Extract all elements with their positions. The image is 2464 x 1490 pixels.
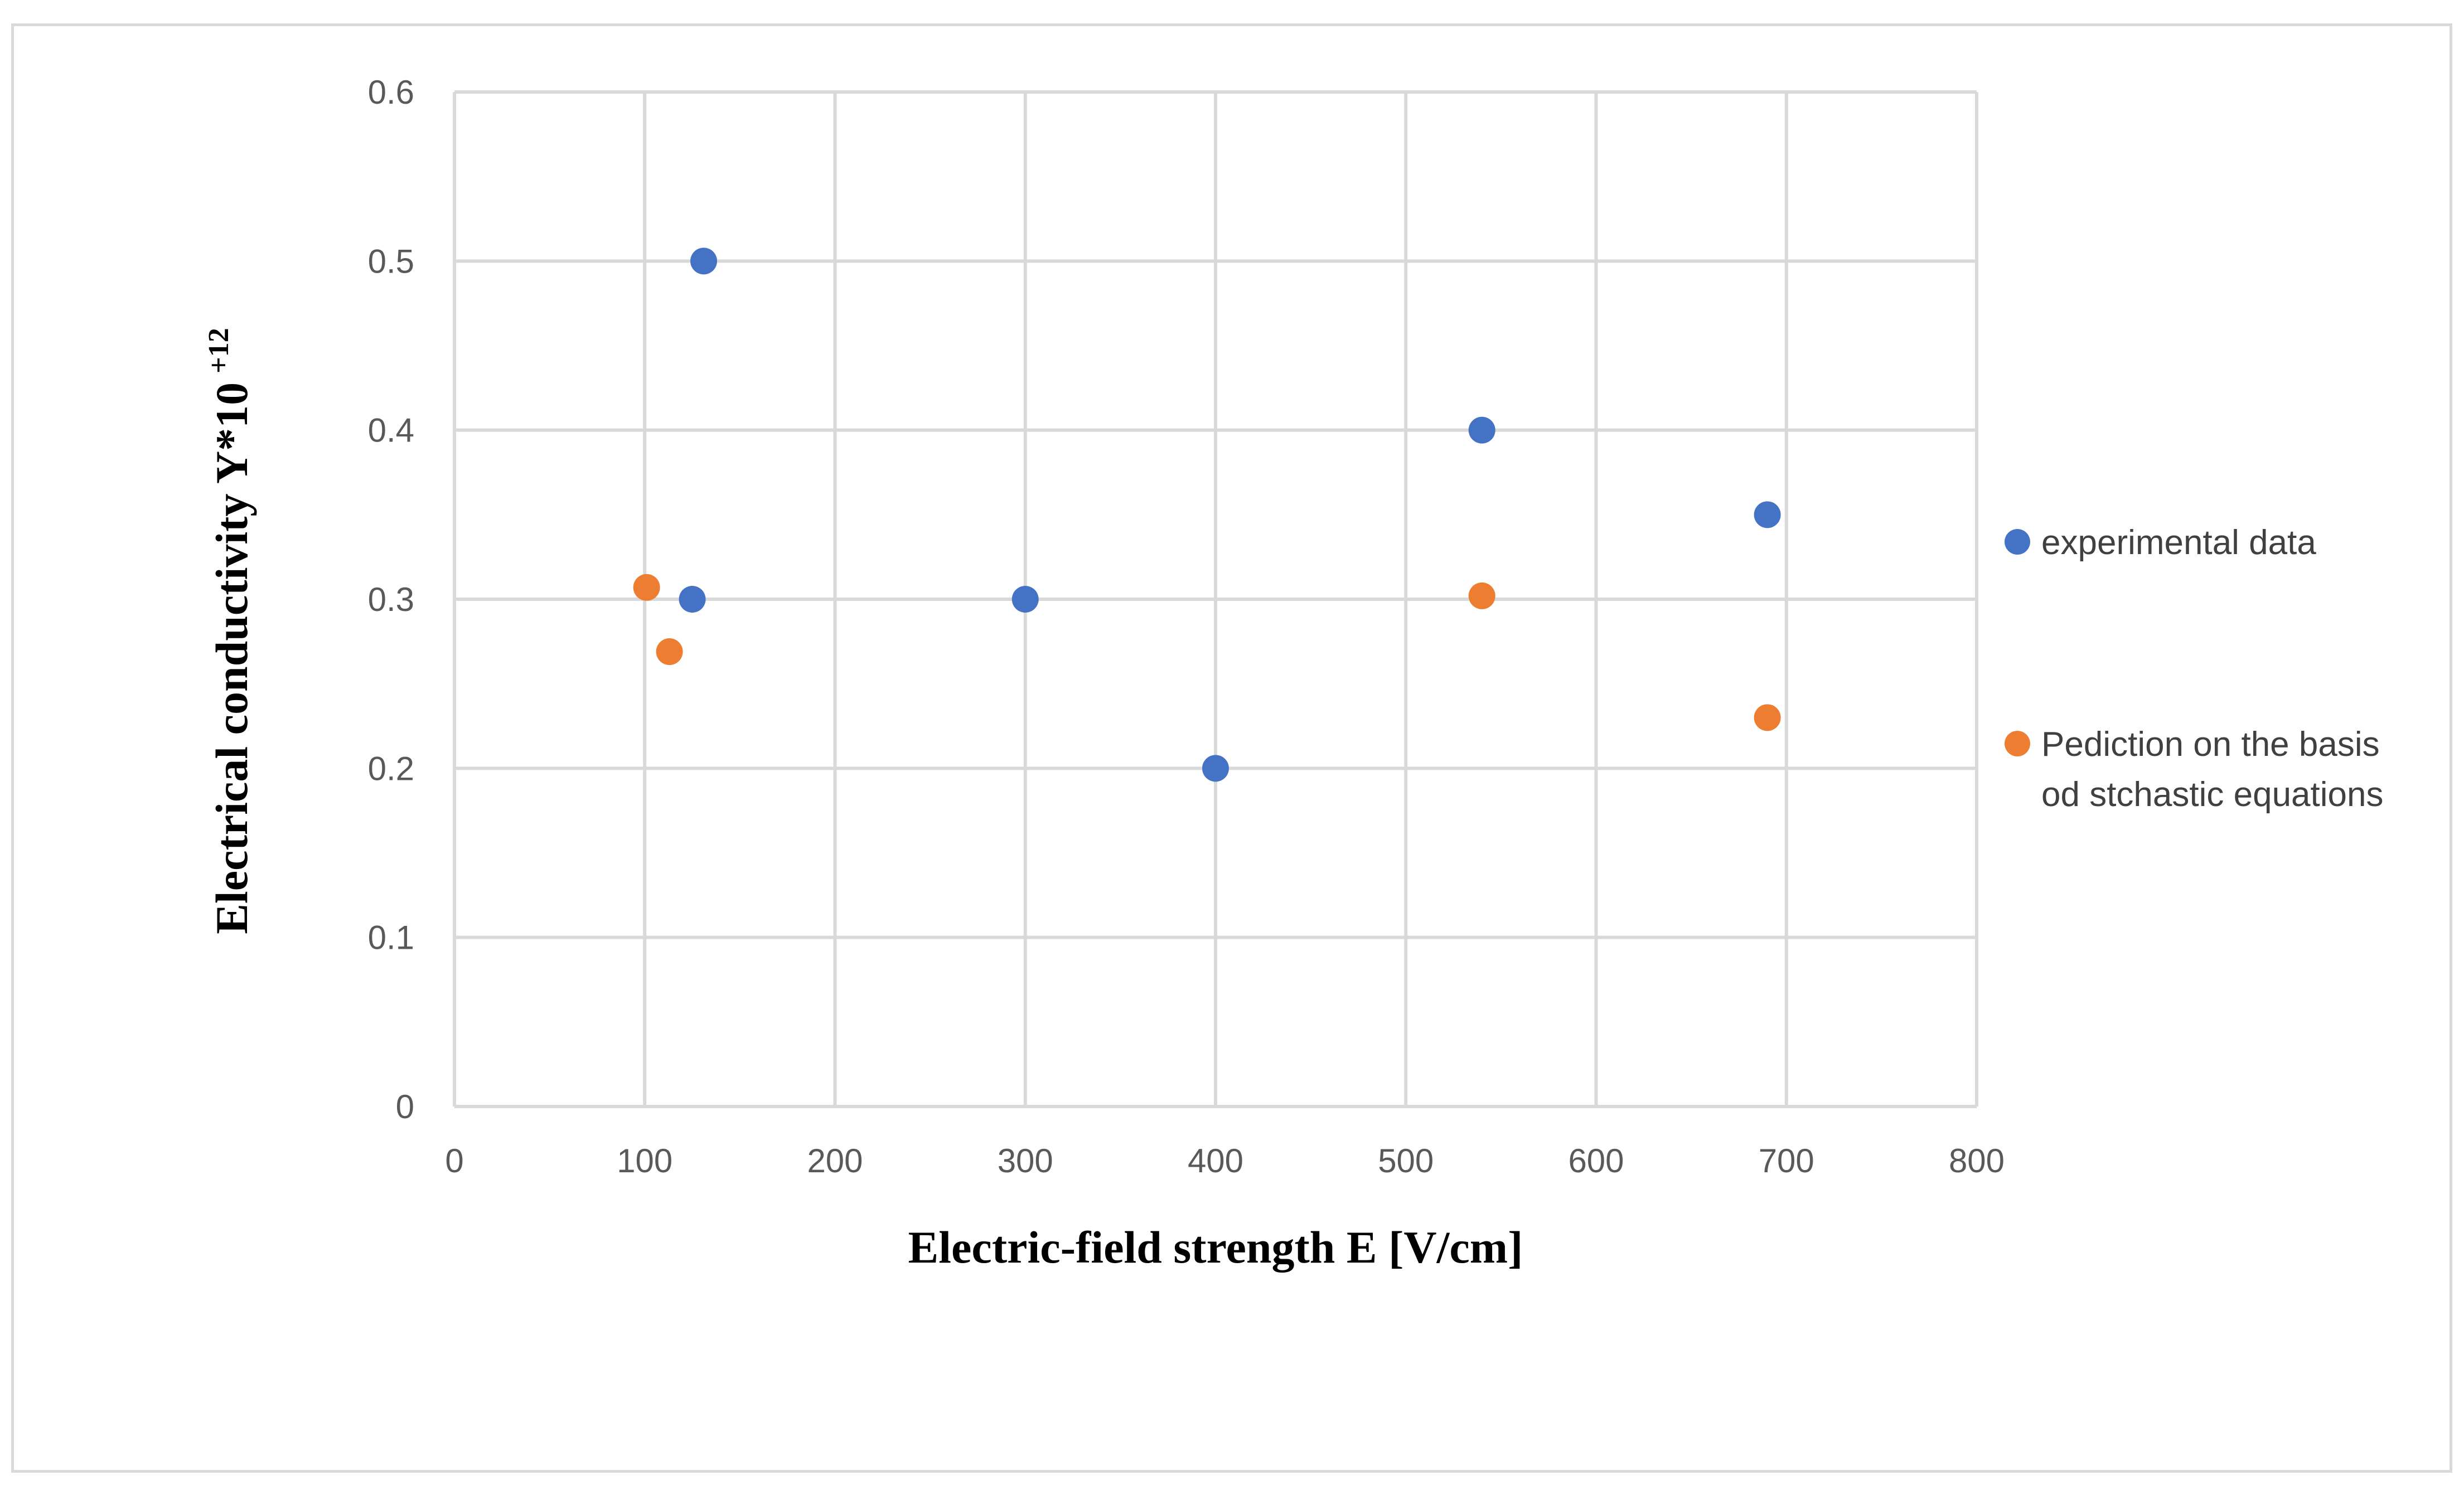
- data-points: [633, 247, 1781, 782]
- legend-label: od stchastic equations: [2041, 775, 2384, 814]
- y-tick-label: 0: [396, 1088, 414, 1125]
- x-tick-label: 200: [807, 1142, 863, 1180]
- experimental-point: [1468, 416, 1495, 444]
- prediction-point: [1754, 704, 1781, 731]
- legend-item-experimental: experimental data: [2005, 523, 2316, 562]
- x-axis-title: Electric-field strength E [V/cm]: [908, 1222, 1523, 1273]
- x-tick-label: 800: [1949, 1142, 2005, 1180]
- y-axis-title-main: Electrical conductivity Y*10: [206, 382, 257, 934]
- y-tick-label: 0.2: [368, 750, 414, 787]
- y-axis-title-superscript: +12: [203, 328, 235, 373]
- legend-marker: [2005, 731, 2030, 756]
- legend: experimental data Pediction on the basis o…: [2005, 523, 2384, 814]
- prediction-point: [633, 574, 660, 601]
- y-tick-label: 0.6: [368, 74, 414, 111]
- x-tick-label: 600: [1568, 1142, 1624, 1180]
- legend-marker: [2005, 529, 2030, 555]
- experimental-point: [1202, 755, 1229, 782]
- experimental-point: [1011, 586, 1039, 613]
- experimental-point: [1754, 501, 1781, 528]
- y-tick-label: 0.1: [368, 919, 414, 957]
- experimental-point: [679, 586, 706, 613]
- legend-label: Pediction on the basis: [2041, 725, 2380, 764]
- scatter-chart: 0 100 200 300 400 500 600 700 800 0 0.1 0.2 0.3 0.4 0.…: [203, 74, 2384, 1273]
- y-tick-label: 0.5: [368, 242, 414, 280]
- x-tick-label: 400: [1188, 1142, 1243, 1180]
- x-tick-label: 300: [998, 1142, 1053, 1180]
- legend-label: experimental data: [2041, 523, 2316, 562]
- y-tick-label: 0.3: [368, 581, 414, 618]
- chart-frame: 0 100 200 300 400 500 600 700 800 0 0.1 0.2 0.3 0.4 0.…: [11, 23, 2452, 1473]
- experimental-point: [690, 247, 718, 275]
- x-tick-label: 100: [617, 1142, 672, 1180]
- x-tick-label: 700: [1759, 1142, 1814, 1180]
- x-tick-label: 500: [1378, 1142, 1434, 1180]
- prediction-point: [656, 638, 683, 666]
- y-tick-label: 0.4: [368, 412, 414, 449]
- tick-labels: 0 100 200 300 400 500 600 700 800 0 0.1 0.2 0.3 0.4 0.…: [368, 74, 2005, 1180]
- x-tick-label: 0: [445, 1142, 463, 1180]
- y-axis-title: Electrical conductivity Y*10 +12: [203, 328, 257, 934]
- prediction-point: [1468, 582, 1495, 609]
- legend-item-prediction: Pediction on the basis od stchastic equat…: [2005, 725, 2384, 814]
- grid-layer: [453, 90, 1978, 1108]
